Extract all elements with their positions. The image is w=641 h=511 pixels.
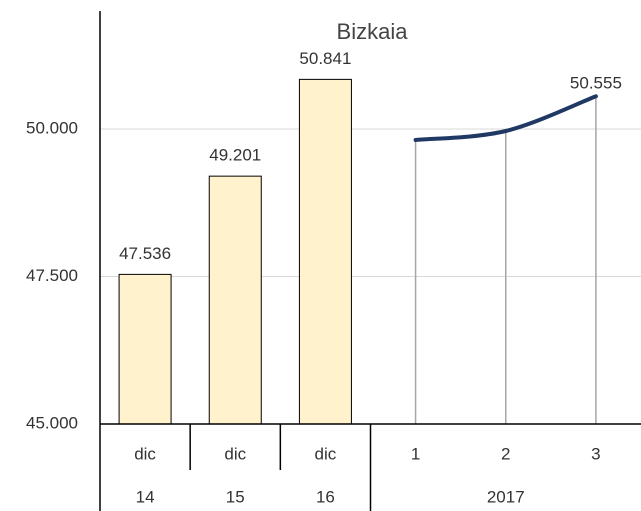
x-group-label: 2017 [487, 487, 525, 506]
x-group-label: 16 [316, 487, 335, 506]
y-tick-label: 45.000 [26, 413, 78, 432]
bar [208, 175, 262, 425]
x-group-label: 14 [136, 487, 155, 506]
line [413, 94, 598, 142]
data-label: 49.201 [209, 146, 261, 165]
bar [118, 273, 172, 425]
x-tick-label: 3 [591, 444, 600, 463]
y-tick-label: 47.500 [26, 266, 78, 285]
y-tick-label: 50.000 [26, 118, 78, 137]
x-tick-label: dic [224, 444, 246, 463]
data-label: 50.555 [570, 74, 622, 93]
x-tick-label: dic [315, 444, 337, 463]
x-tick-label: 1 [411, 444, 420, 463]
x-tick-label: dic [134, 444, 156, 463]
data-label: 50.841 [299, 49, 351, 68]
x-group-label: 15 [226, 487, 245, 506]
x-tick-label: 2 [501, 444, 510, 463]
bar [298, 78, 352, 425]
data-label: 47.536 [119, 244, 171, 263]
chart-title: Bizkaia [337, 19, 409, 44]
